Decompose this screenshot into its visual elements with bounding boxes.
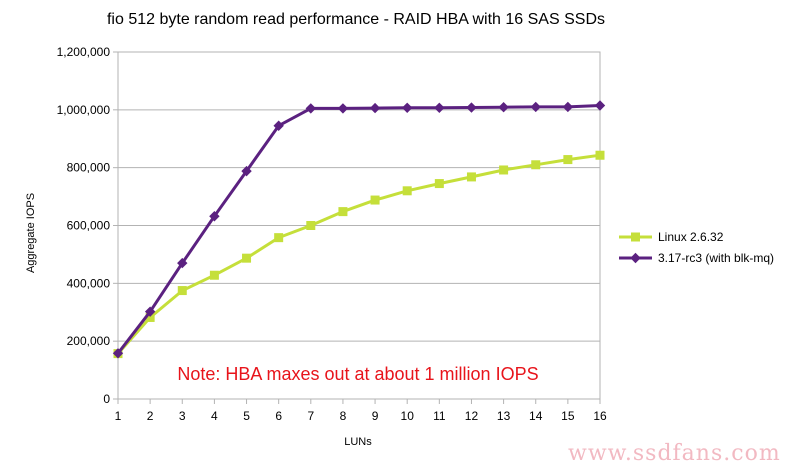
data-point: [306, 221, 316, 230]
y-tick-label: 1,200,000: [57, 45, 111, 59]
data-point: [531, 160, 541, 170]
x-axis-ticks: 1 2 3 4 5 6 7 8 9 10 11 12 13 14 15 16: [115, 399, 607, 423]
y-tick-label: 800,000: [67, 161, 111, 175]
x-tick-label: 12: [465, 409, 479, 423]
x-tick-label: 2: [147, 409, 154, 423]
x-axis-label: LUNs: [344, 436, 372, 448]
data-point: [241, 165, 252, 177]
chart-title: fio 512 byte random read performance - R…: [107, 11, 605, 28]
data-point: [498, 102, 509, 113]
data-point: [631, 232, 640, 242]
data-point: [466, 102, 477, 113]
x-tick-label: 8: [340, 409, 347, 423]
gridlines: [118, 51, 600, 400]
data-point: [499, 165, 509, 175]
data-point: [177, 286, 187, 296]
legend-label: Linux 2.6.32: [658, 230, 724, 244]
x-tick-label: 10: [401, 409, 415, 423]
data-point: [144, 306, 156, 317]
y-tick-label: 1,000,000: [57, 103, 111, 117]
data-point: [434, 102, 445, 114]
data-point: [594, 100, 606, 111]
data-point: [337, 103, 349, 114]
series-line: [116, 104, 601, 355]
data-point: [305, 103, 316, 114]
data-point: [434, 179, 444, 189]
y-tick-label: 0: [103, 392, 110, 406]
x-tick-label: 15: [561, 409, 575, 423]
data-point: [177, 257, 188, 269]
data-point: [466, 172, 476, 182]
legend-label: 3.17-rc3 (with blk-mq): [658, 251, 774, 265]
note-annotation: Note: HBA maxes out at about 1 million I…: [177, 364, 538, 384]
y-tick-label: 400,000: [67, 276, 111, 290]
x-tick-label: 7: [307, 409, 314, 423]
series-2: [112, 100, 606, 359]
data-point: [242, 253, 252, 263]
legend-item: 3.17-rc3 (with blk-mq): [619, 251, 774, 265]
x-tick-label: 6: [275, 409, 282, 423]
y-axis-ticks: 0 200,000 400,000 600,000 800,000 1,000,000 1,…: [57, 45, 118, 406]
data-point: [595, 150, 605, 160]
data-point: [145, 312, 155, 322]
x-tick-label: 16: [593, 409, 607, 423]
x-tick-label: 11: [433, 409, 446, 423]
y-tick-label: 200,000: [67, 334, 111, 348]
data-point: [402, 102, 413, 114]
legend-item: Linux 2.6.32: [619, 230, 724, 244]
data-point: [209, 211, 220, 222]
legend: Linux 2.6.32 3.17-rc3 (with blk-mq): [619, 230, 774, 265]
data-point: [209, 270, 219, 280]
data-point: [273, 120, 284, 131]
data-point: [338, 207, 348, 217]
data-point: [112, 348, 124, 359]
x-tick-label: 9: [372, 409, 379, 423]
x-tick-label: 14: [529, 409, 543, 423]
data-point: [402, 186, 412, 196]
data-point: [630, 252, 641, 264]
data-point: [274, 233, 284, 243]
x-tick-label: 5: [243, 409, 250, 423]
data-point: [370, 195, 380, 205]
x-tick-label: 4: [211, 409, 218, 423]
x-tick-label: 1: [115, 409, 122, 423]
y-tick-label: 600,000: [67, 219, 111, 233]
x-tick-label: 13: [497, 409, 511, 423]
data-point: [563, 155, 573, 165]
data-point: [562, 101, 574, 113]
watermark-text: www.ssdfans.com: [568, 441, 781, 463]
data-point: [369, 102, 381, 114]
x-tick-label: 3: [179, 409, 186, 423]
data-point: [530, 101, 541, 113]
series-group: [112, 100, 606, 359]
series-line: [116, 153, 601, 355]
y-axis-label: Aggregate IOPS: [25, 193, 37, 273]
